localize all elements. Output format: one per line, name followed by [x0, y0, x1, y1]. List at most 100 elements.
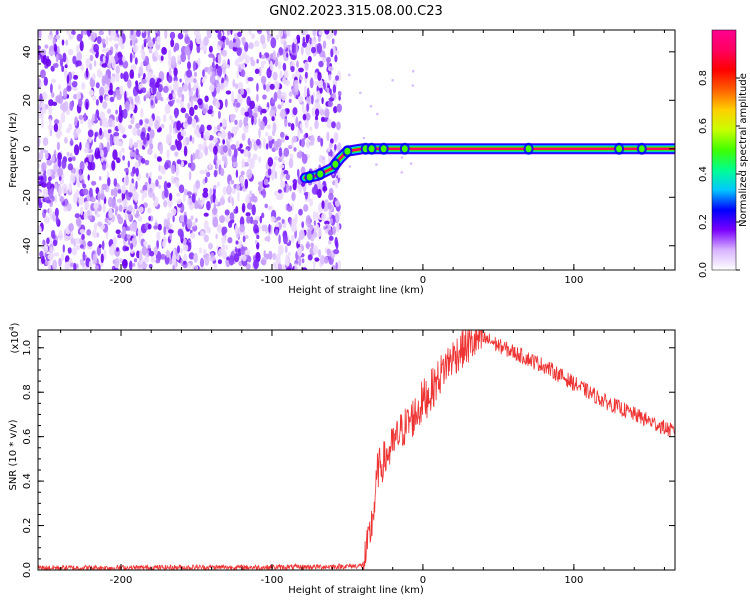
noise-blob	[156, 78, 162, 83]
noise-blob	[175, 139, 178, 147]
noise-blob	[220, 129, 226, 141]
noise-blob	[169, 31, 176, 40]
noise-blob	[155, 81, 160, 88]
noise-blob	[171, 119, 175, 125]
noise-blob	[150, 255, 156, 263]
noise-blob	[98, 244, 102, 249]
noise-blob	[274, 190, 279, 197]
noise-blob	[197, 98, 203, 106]
spectrogram-x-ticks: -200 -100 0 100	[60, 30, 665, 286]
noise-blob	[180, 215, 185, 224]
noise-dot	[400, 171, 404, 174]
noise-blob	[44, 216, 50, 224]
noise-blob	[265, 224, 268, 234]
noise-blob	[291, 221, 297, 233]
noise-blob	[121, 184, 126, 194]
noise-blob	[236, 94, 241, 100]
noise-blob	[67, 163, 74, 171]
noise-blob	[73, 193, 78, 204]
noise-blob	[75, 217, 82, 227]
noise-blob	[132, 127, 138, 137]
colorbar-tick-label: 0.0	[698, 262, 709, 278]
noise-blob	[259, 120, 265, 131]
colorbar-gradient	[711, 29, 737, 271]
noise-blob	[85, 101, 89, 111]
noise-blob	[66, 30, 70, 35]
noise-blob	[269, 60, 273, 71]
noise-blob	[55, 34, 61, 40]
y-tick-label: 0.0	[22, 562, 33, 578]
noise-blob	[335, 200, 340, 208]
noise-blob	[153, 202, 158, 207]
noise-blob	[270, 37, 277, 49]
noise-blob	[310, 242, 314, 248]
noise-blob	[245, 196, 250, 204]
noise-blob	[38, 45, 41, 51]
noise-blob	[41, 162, 47, 172]
noise-blob	[113, 178, 118, 187]
noise-blob	[240, 149, 245, 154]
noise-blob	[304, 61, 309, 71]
noise-blob	[45, 58, 52, 67]
noise-blob	[49, 253, 55, 259]
noise-blob	[338, 95, 341, 101]
noise-blob	[68, 235, 72, 241]
noise-blob	[186, 191, 193, 196]
noise-blob	[236, 69, 239, 79]
noise-blob	[95, 82, 100, 89]
noise-blob	[234, 119, 238, 126]
noise-blob	[276, 195, 282, 201]
noise-blob	[158, 184, 162, 189]
noise-blob	[105, 95, 110, 102]
noise-blob	[263, 138, 266, 149]
noise-blob	[161, 46, 167, 55]
noise-blob	[255, 239, 258, 245]
noise-blob	[38, 163, 41, 168]
noise-blob	[109, 136, 113, 147]
noise-blob	[121, 147, 125, 153]
noise-blob	[313, 220, 317, 227]
noise-blob	[171, 90, 174, 95]
noise-blob	[312, 210, 317, 221]
noise-blob	[314, 99, 320, 104]
noise-blob	[50, 83, 53, 94]
noise-blob	[320, 254, 326, 265]
noise-dot	[376, 112, 379, 116]
noise-blob	[75, 60, 82, 67]
noise-blob	[246, 202, 253, 210]
noise-blob	[64, 64, 68, 69]
noise-blob	[152, 85, 157, 95]
noise-blob	[47, 124, 54, 131]
noise-blob	[48, 176, 52, 182]
noise-blob	[315, 211, 319, 222]
noise-blob	[66, 151, 70, 157]
noise-blob	[193, 128, 199, 136]
noise-blob	[231, 197, 234, 207]
noise-blob	[82, 251, 86, 262]
noise-blob	[334, 177, 339, 189]
noise-blob	[260, 60, 265, 69]
noise-blob	[319, 86, 323, 94]
noise-blob	[278, 47, 284, 56]
noise-blob	[232, 79, 236, 88]
noise-blob	[300, 45, 304, 56]
noise-blob	[63, 69, 68, 78]
noise-blob	[303, 91, 308, 99]
noise-blob	[270, 173, 275, 180]
noise-blob	[54, 62, 59, 68]
noise-blob	[292, 135, 297, 143]
noise-blob	[206, 124, 212, 131]
noise-blob	[146, 132, 150, 141]
noise-blob	[170, 38, 175, 48]
noise-blob	[208, 162, 212, 170]
noise-blob	[297, 237, 301, 245]
noise-blob	[137, 73, 141, 79]
noise-blob	[335, 222, 340, 233]
noise-blob	[240, 69, 246, 78]
noise-blob	[168, 223, 173, 229]
noise-blob	[269, 83, 275, 90]
noise-blob	[271, 116, 275, 122]
noise-blob	[113, 32, 117, 42]
noise-blob	[112, 236, 117, 246]
noise-blob	[256, 234, 260, 240]
